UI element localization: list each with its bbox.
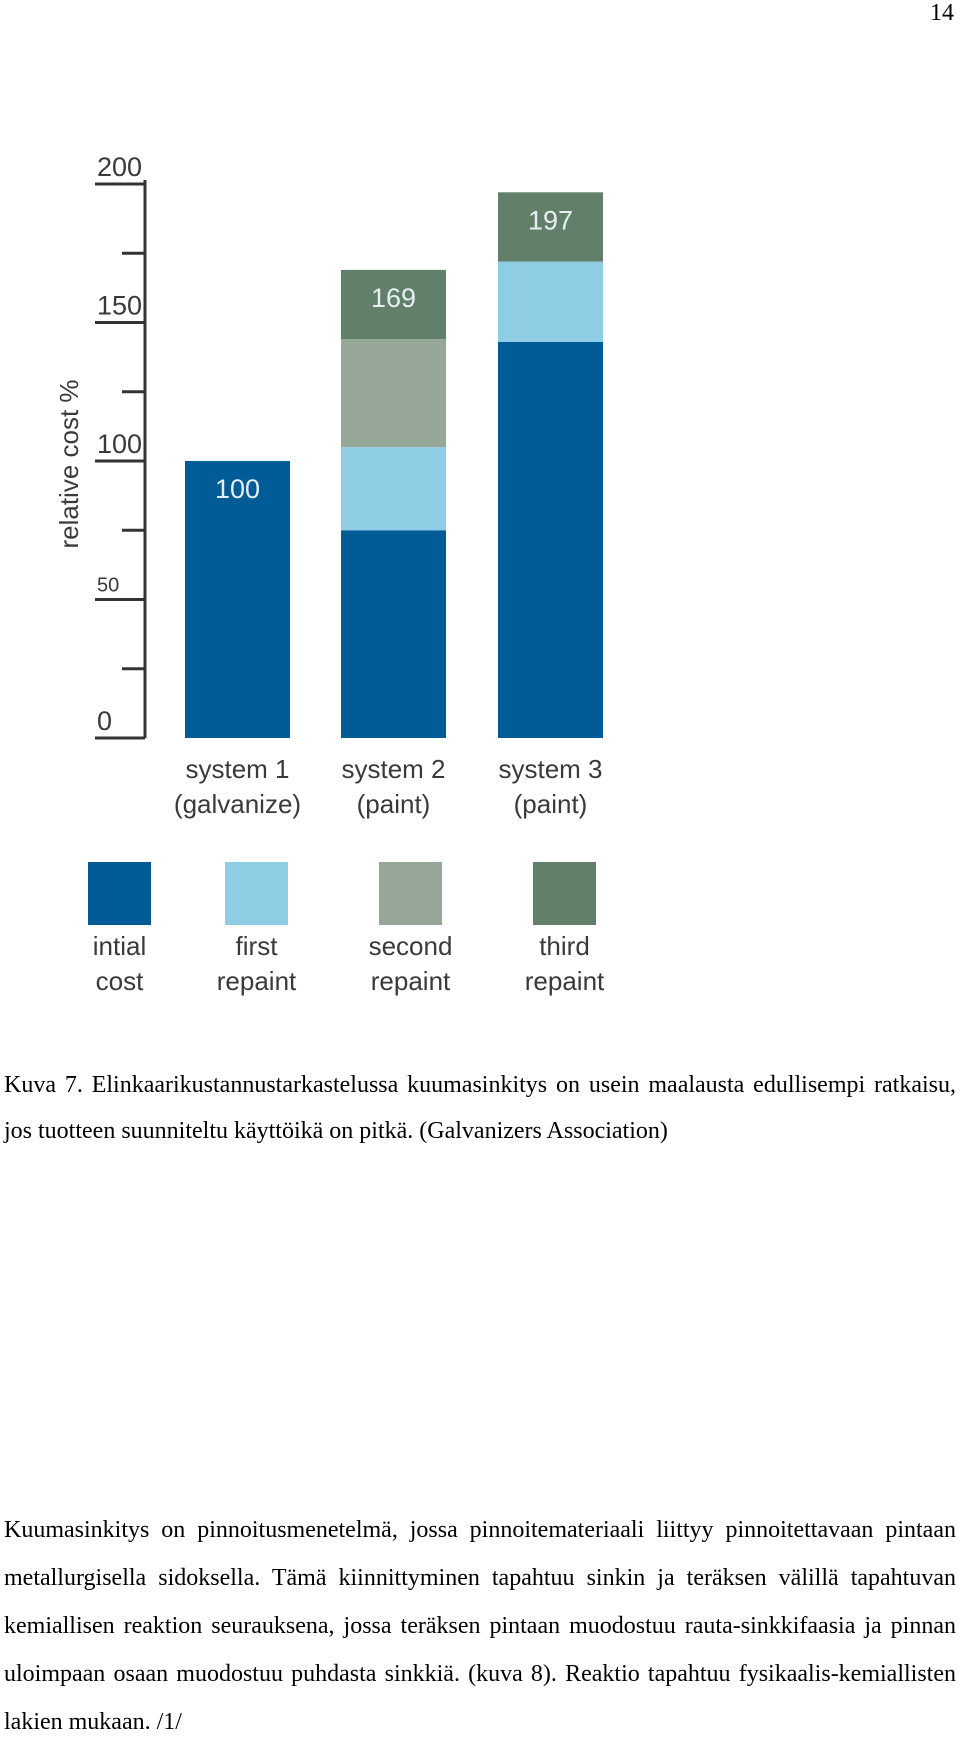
legend-label: repaint: [217, 966, 297, 996]
legend-label: cost: [96, 966, 144, 996]
category-label: system 3: [498, 754, 602, 784]
legend-swatch: [225, 862, 288, 925]
figure-caption: Kuva 7. Elinkaarikustannustarkastelussa …: [4, 1072, 956, 1144]
y-tick-label: 200: [97, 152, 142, 182]
category-label: (galvanize): [174, 789, 301, 819]
bars: [185, 192, 603, 738]
bar-segment: [498, 261, 603, 342]
body-paragraph: Kuumasinkitys on pinnoitusmenetelmä, jos…: [4, 1517, 956, 1735]
y-tick-label: 0: [97, 706, 112, 736]
legend-label: repaint: [525, 966, 605, 996]
bar-total-label: 100: [215, 474, 260, 504]
y-tick-label: 150: [97, 291, 142, 321]
y-tick-label: 100: [97, 429, 142, 459]
category-label: system 1: [185, 754, 289, 784]
legend-swatch: [533, 862, 596, 925]
legend-label: second: [369, 931, 453, 961]
category-label: (paint): [514, 789, 588, 819]
y-tick-label: 50: [97, 575, 119, 597]
bar-segment: [498, 341, 603, 738]
bar-total-label: 197: [528, 205, 573, 235]
bar-segment: [185, 461, 290, 738]
category-label: (paint): [357, 789, 431, 819]
bar-segment: [341, 269, 446, 340]
bar-segment: [341, 530, 446, 738]
stacked-bar-chart: 0 50 100 150 200 relative cost % 100 system 1 (…: [54, 152, 605, 996]
bar-total-label: 169: [371, 283, 416, 313]
y-axis: 0 50 100 150 200 relative cost %: [54, 152, 147, 740]
legend-swatch: [379, 862, 442, 925]
page-number: 14: [930, 0, 954, 26]
figure-panel: 0 50 100 150 200 relative cost % 100 system 1 (…: [0, 92, 662, 1048]
bar-segment: [498, 192, 603, 262]
legend-label: first: [236, 931, 279, 961]
legend-label: third: [539, 931, 590, 961]
legend-swatch: [88, 862, 151, 925]
bar-segment: [341, 339, 446, 448]
legend: intial cost first repaint second repaint third…: [88, 862, 605, 996]
category-label: system 2: [341, 754, 445, 784]
y-axis-title: relative cost %: [54, 379, 84, 548]
bar-segment: [341, 447, 446, 531]
legend-label: repaint: [371, 966, 451, 996]
bar-labels: 100 system 1 (galvanize) 169 system 2 (paint)…: [174, 205, 603, 819]
legend-label: intial: [93, 931, 146, 961]
